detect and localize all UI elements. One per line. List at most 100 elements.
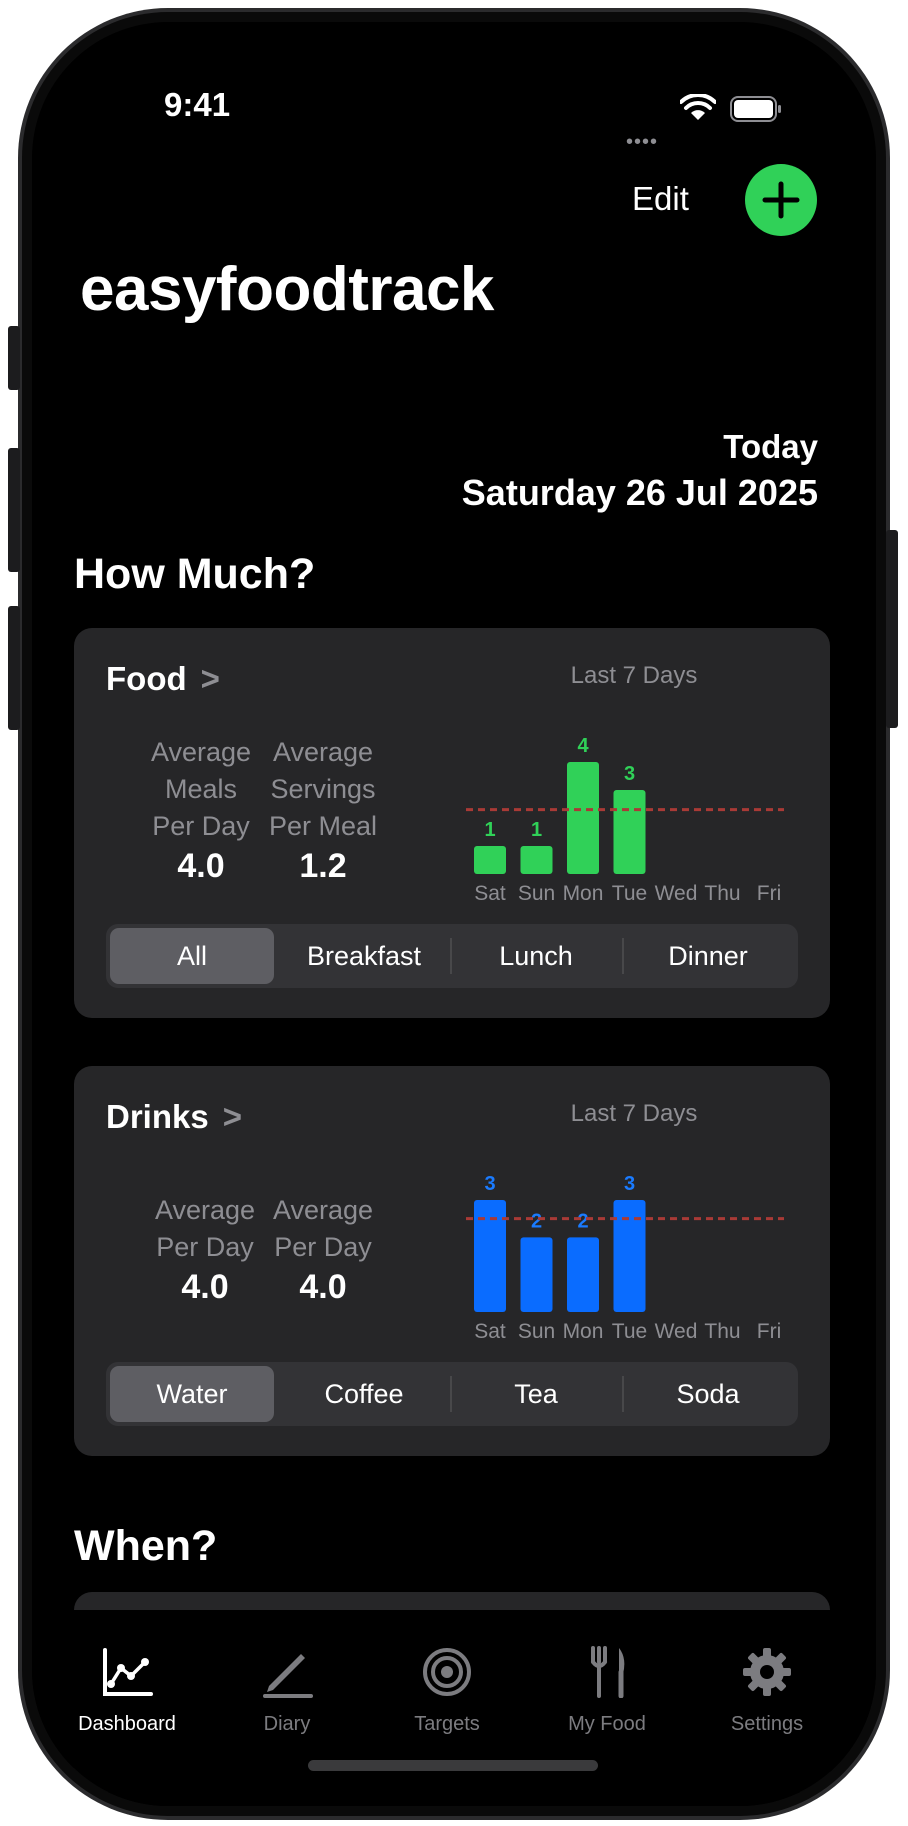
drinks-bar-chart: 3 Sat 2 Sun 2 Mon 3 Tue Wed Thu Fri [466,1173,784,1342]
status-time: 9:41 [164,86,231,123]
bar-data-label: 2 [577,1210,588,1232]
segment-divider [450,938,452,974]
gear-icon [743,1648,791,1696]
segment-all[interactable]: All [110,928,274,984]
add-button[interactable] [745,164,817,236]
segment-tea[interactable]: Tea [514,1378,558,1409]
bar-tue [613,1200,646,1312]
food-card[interactable]: Food > Last 7 Days Average Meals Per Day … [74,628,830,1018]
stat-label-line: Meals [164,774,238,804]
segment-coffee[interactable]: Coffee [324,1378,404,1409]
stat-label-line: Per Day [274,1232,372,1262]
bar-data-label: 2 [531,1210,542,1232]
x-tick-label: Sun [518,882,555,904]
segment-water[interactable]: Water [110,1366,274,1422]
drinks-card-title-text: Drinks [106,1098,209,1135]
edit-button[interactable]: Edit [632,180,689,217]
stat-label-line: Average [154,1195,256,1225]
stat-label-line: Per Day [152,811,250,841]
pencil-icon [263,1654,313,1698]
x-tick-label: Wed [655,882,698,904]
drink-type-segmented-control[interactable]: Water Coffee Tea Soda [106,1362,798,1426]
tab-label: Settings [730,1713,804,1735]
x-tick-label: Fri [757,882,782,904]
stat-avg-servings: Average Servings Per Meal 1.2 [258,734,388,886]
stat-label-line: Per Day [156,1232,254,1262]
stat-avg-per-day-1: Average Per Day 4.0 [140,1192,270,1307]
bar-data-label: 3 [624,763,635,785]
mute-switch [8,326,20,390]
tab-label: Targets [414,1713,480,1735]
bar-data-label: 1 [484,819,495,841]
stat-value: 1.2 [299,847,347,885]
segment-divider [622,1376,624,1412]
current-date: Saturday 26 Jul 2025 [461,472,818,513]
x-tick-label: Tue [612,1320,647,1342]
fork-knife-icon [591,1646,625,1699]
tab-label: My Food [568,1713,646,1735]
section-title-when: When? [74,1522,218,1570]
today-label: Today [723,428,818,465]
food-card-title[interactable]: Food > [106,660,220,698]
segment-lunch[interactable]: Lunch [499,940,573,971]
x-tick-label: Sun [518,1320,555,1342]
tab-bar: Dashboard Diary Targets My Food [32,1610,876,1806]
stat-avg-meals: Average Meals Per Day 4.0 [136,734,266,886]
chevron-right-icon: > [200,660,220,697]
tab-my-food[interactable]: My Food [532,1646,682,1736]
x-tick-label: Sat [474,882,506,904]
drinks-card-title[interactable]: Drinks > [106,1098,242,1136]
segment-dinner[interactable]: Dinner [668,940,748,971]
stat-label-line: Per Meal [268,811,378,841]
stat-value: 4.0 [299,1268,347,1306]
bar-sun [520,846,553,874]
bar-data-label: 1 [531,819,542,841]
stat-label-line: Average [272,1195,374,1225]
home-indicator [308,1760,598,1771]
signal-dots-icon: •••• [626,131,659,153]
segment-divider [450,1376,452,1412]
tab-dashboard[interactable]: Dashboard [52,1646,202,1736]
x-tick-label: Thu [704,882,740,904]
tab-diary[interactable]: Diary [212,1646,362,1736]
food-meal-segmented-control[interactable]: All Breakfast Lunch Dinner [106,924,798,988]
segment-divider [622,938,624,974]
stat-value: 4.0 [177,847,225,885]
food-chart-caption: Last 7 Days [570,662,698,689]
food-card-title-text: Food [106,660,187,697]
drinks-chart-caption: Last 7 Days [570,1100,698,1127]
tab-settings[interactable]: Settings [692,1646,842,1736]
x-tick-label: Sat [474,1320,506,1342]
screen: 9:41 •••• Edit easyfoodtrack Today Satur… [32,22,876,1806]
stat-avg-per-day-2: Average Per Day 4.0 [258,1192,388,1307]
x-tick-label: Tue [612,882,647,904]
x-tick-label: Thu [704,1320,740,1342]
bar-sat [474,846,506,874]
battery-icon [730,96,781,122]
bar-mon [567,1237,599,1312]
wifi-icon [680,94,716,120]
bar-sun [520,1237,553,1312]
volume-down-button [8,606,20,730]
tab-targets[interactable]: Targets [372,1646,522,1736]
bar-tue [613,790,646,874]
bar-data-label: 4 [577,735,589,757]
bar-data-label: 3 [484,1173,495,1195]
bar-mon [567,762,599,874]
food-bar-chart: 1 Sat 1 Sun 4 Mon 3 Tue Wed Thu Fri [466,735,784,904]
bar-data-label: 3 [624,1173,635,1195]
segment-soda[interactable]: Soda [676,1378,740,1409]
segment-breakfast[interactable]: Breakfast [306,940,422,971]
stat-label-line: Average [150,737,252,767]
stat-label-line: Average [272,737,374,767]
x-tick-label: Mon [563,882,604,904]
power-button [886,530,898,728]
tab-label: Dashboard [78,1713,176,1735]
volume-up-button [8,448,20,572]
plus-icon [762,181,800,219]
drinks-card[interactable]: Drinks > Last 7 Days Average Per Day 4.0 … [74,1066,830,1456]
chevron-right-icon: > [222,1098,242,1135]
section-title-how-much: How Much? [74,550,316,598]
x-tick-label: Wed [655,1320,698,1342]
page-title: easyfoodtrack [80,255,494,324]
